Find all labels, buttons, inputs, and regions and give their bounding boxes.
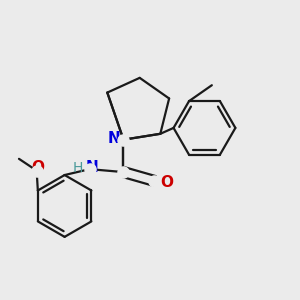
Text: N: N — [85, 160, 98, 175]
Text: N: N — [108, 131, 121, 146]
Text: H: H — [73, 161, 83, 175]
Text: O: O — [160, 175, 173, 190]
Text: O: O — [32, 160, 45, 175]
